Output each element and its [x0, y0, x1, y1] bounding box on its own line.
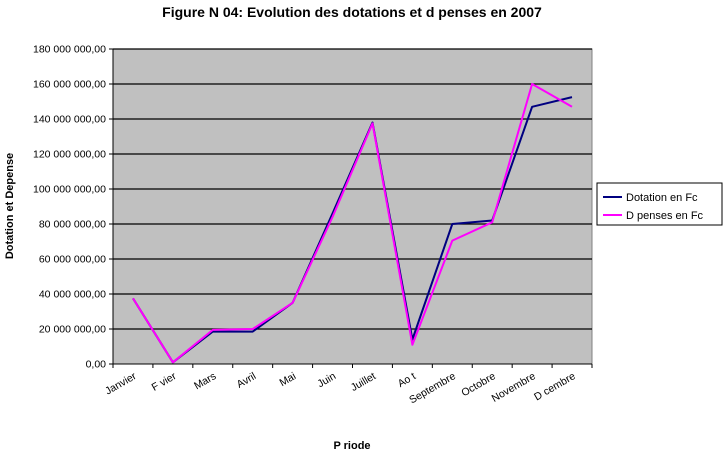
- y-tick-label: 80 000 000,00: [39, 219, 106, 231]
- gridlines: [113, 48, 592, 330]
- plot-area: [112, 48, 593, 365]
- legend-label-dotation: Dotation en Fc: [626, 192, 698, 204]
- x-axis-ticks: Janvier F vier Mars Avril Mai Juin Juillet Ao t…: [103, 364, 593, 406]
- x-tick-label: Mars: [192, 370, 218, 392]
- x-tick-label: Mai: [277, 370, 298, 389]
- chart-title: Figure N 04: Evolution des dotations et …: [162, 4, 542, 20]
- x-tick-label: Avril: [235, 370, 259, 391]
- series-line-1: [132, 83, 573, 364]
- x-tick-label: D cembre: [532, 370, 578, 403]
- x-tick-label: Janvier: [103, 370, 139, 398]
- y-tick-label: 40 000 000,00: [39, 289, 106, 301]
- y-tick-label: 0,00: [86, 359, 107, 371]
- x-tick-label: Juillet: [349, 370, 378, 394]
- x-tick-label: F vier: [150, 370, 179, 394]
- series-lines: [132, 83, 573, 364]
- y-axis-title: Dotation et Depense: [4, 153, 16, 259]
- y-tick-label: 180 000 000,00: [33, 44, 106, 56]
- y-tick-label: 20 000 000,00: [39, 324, 106, 336]
- x-tick-label: Ao t: [396, 370, 418, 390]
- y-tick-label: 160 000 000,00: [33, 79, 106, 91]
- legend-label-depenses: D penses en Fc: [626, 210, 704, 222]
- y-axis-ticks: 0,00 20 000 000,00 40 000 000,00 60 000 000…: [33, 44, 113, 371]
- legend: Dotation en Fc D penses en Fc: [596, 182, 723, 226]
- y-tick-label: 140 000 000,00: [33, 114, 106, 126]
- x-axis-title: P riode: [333, 440, 370, 452]
- y-tick-label: 60 000 000,00: [39, 254, 106, 266]
- legend-box: [596, 182, 723, 226]
- x-tick-label: Juin: [315, 370, 338, 390]
- y-tick-label: 120 000 000,00: [33, 149, 106, 161]
- x-tick-label: Novembre: [490, 370, 538, 405]
- y-tick-label: 100 000 000,00: [33, 184, 106, 196]
